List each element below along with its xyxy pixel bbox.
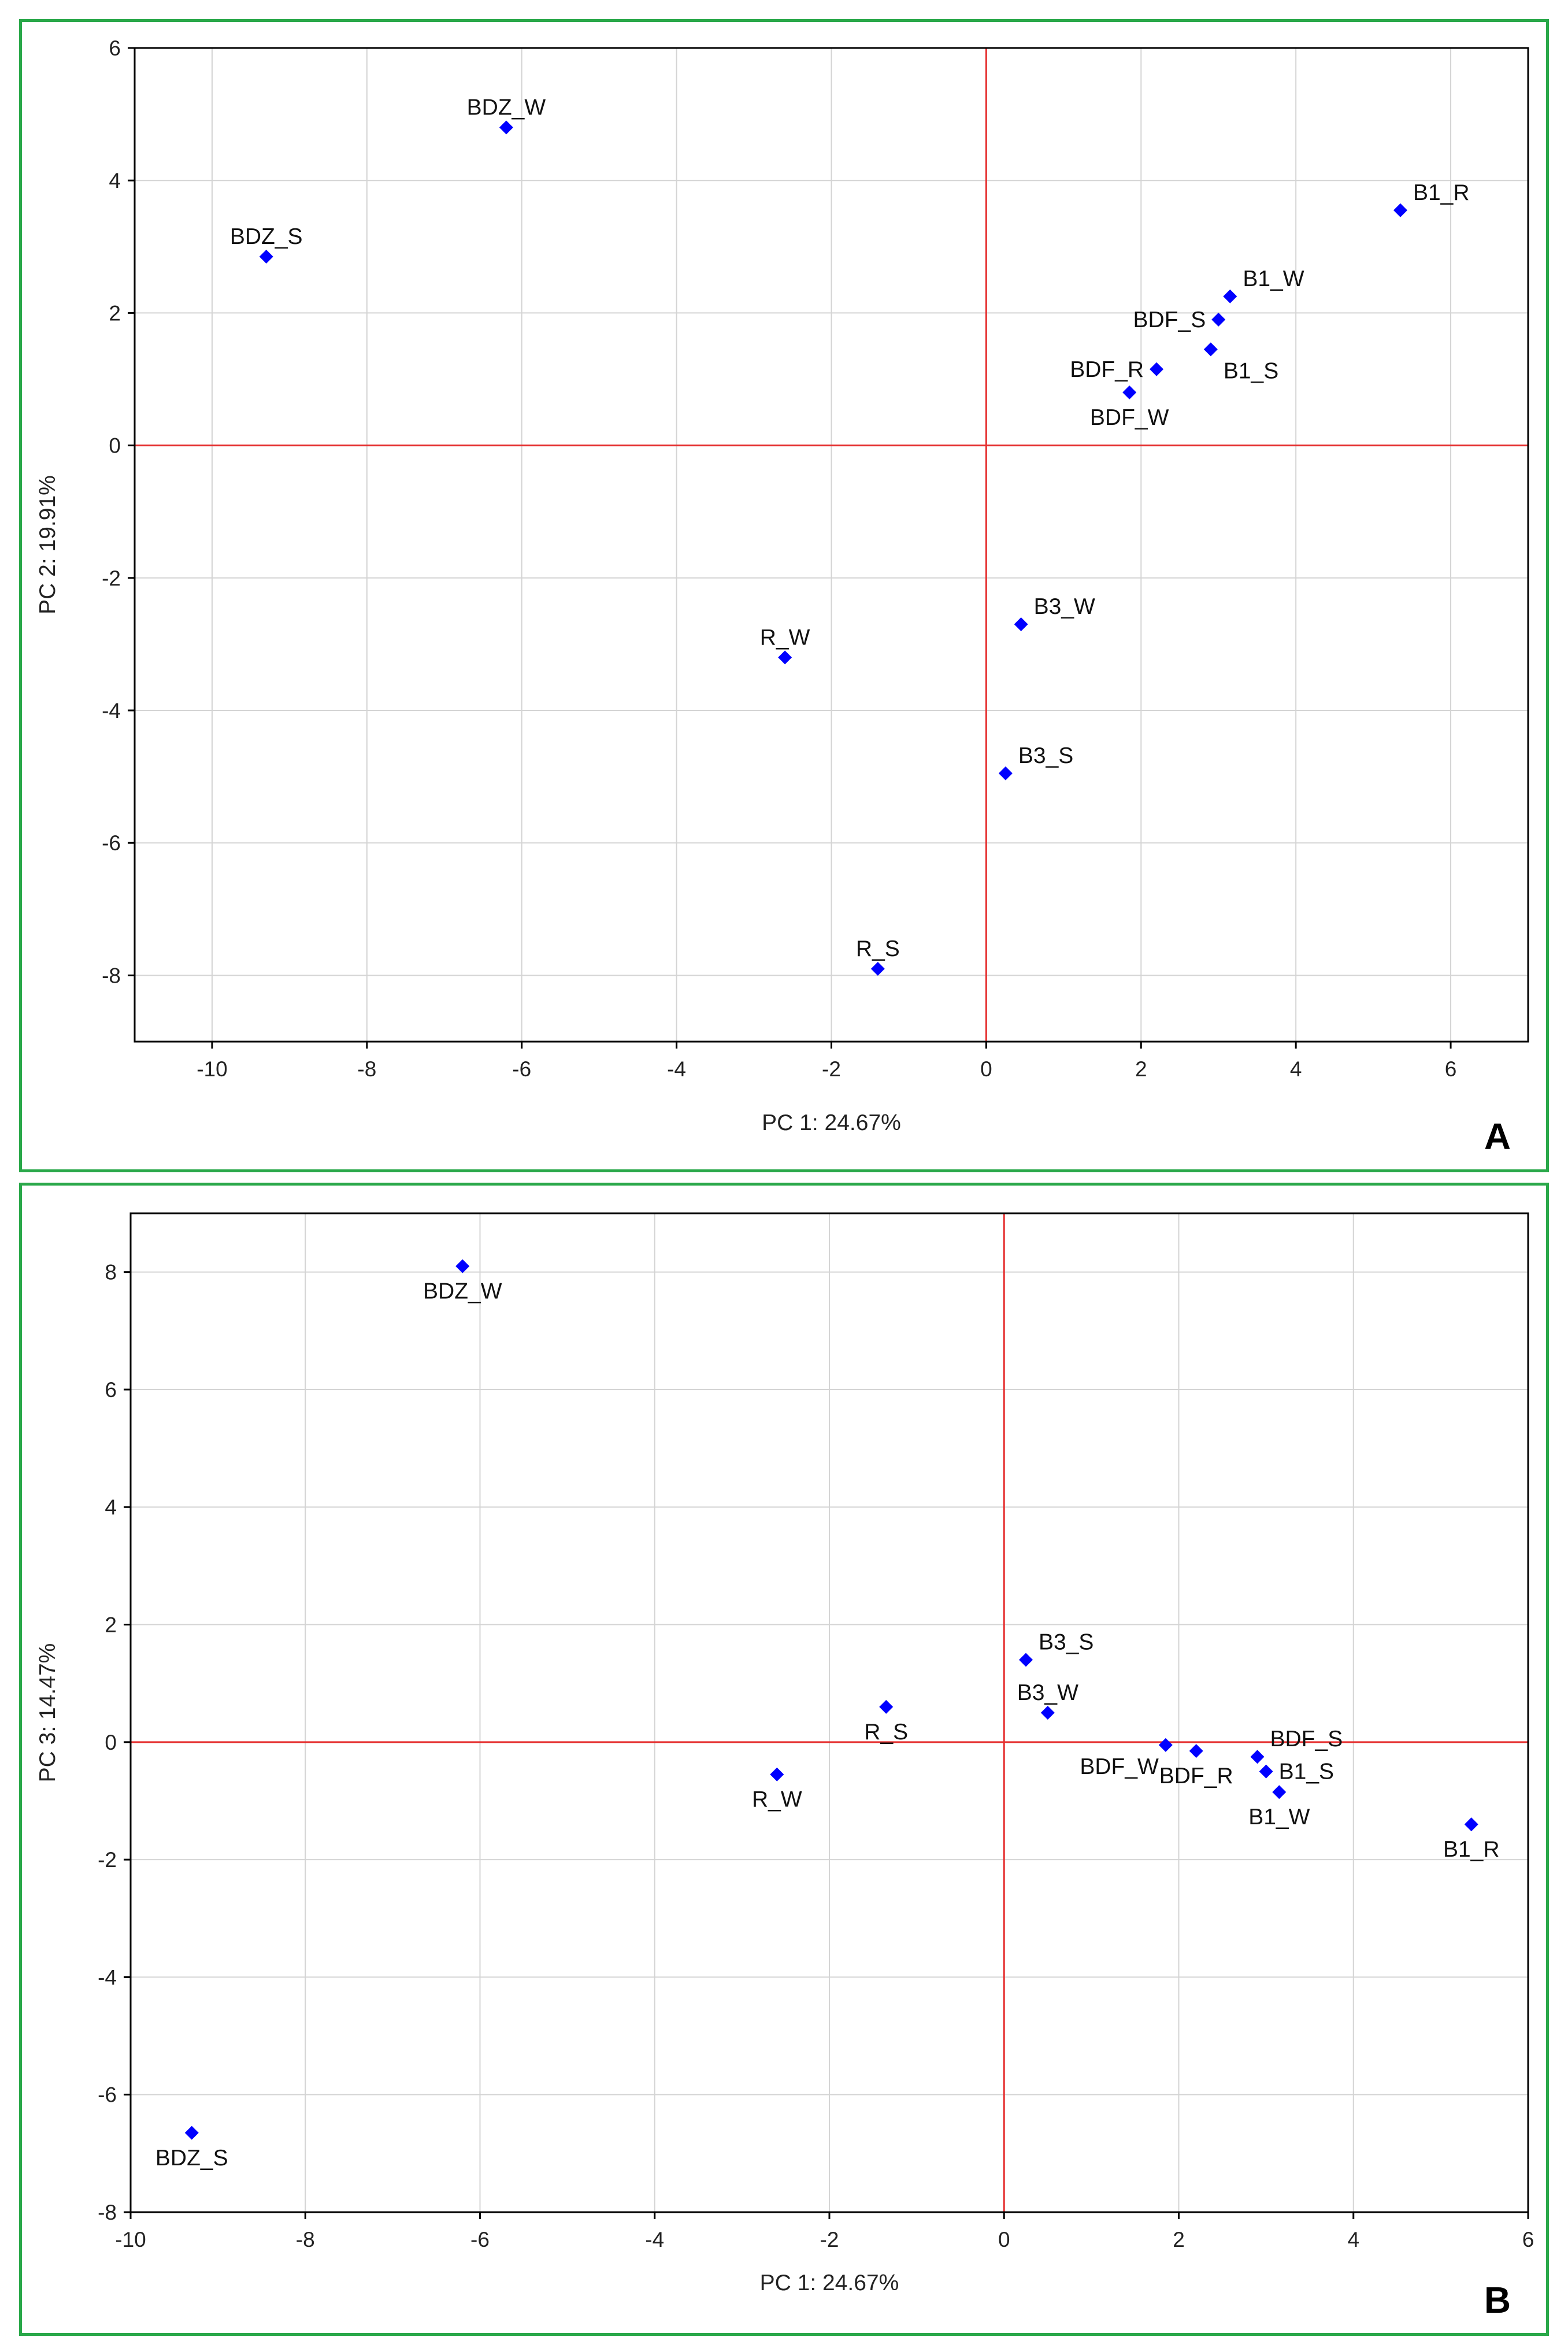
data-point-bdf-r: [1150, 362, 1164, 376]
x-tick-label: -6: [512, 1057, 531, 1081]
data-point-bdf-s: [1211, 312, 1226, 327]
point-label: R_W: [752, 1787, 802, 1812]
x-tick-label: -2: [820, 2228, 839, 2251]
point-label: R_S: [864, 1720, 908, 1745]
x-tick-label: -8: [296, 2228, 315, 2251]
data-point-r-w: [770, 1767, 784, 1782]
x-tick-label: -8: [357, 1057, 376, 1081]
x-tick-label: -10: [115, 2228, 146, 2251]
y-tick-label: -8: [98, 2201, 117, 2224]
point-label: BDF_W: [1080, 1754, 1159, 1779]
data-point-r-s: [870, 961, 885, 976]
data-point-bdz-w: [455, 1259, 470, 1273]
point-label: B1_W: [1243, 266, 1304, 291]
data-point-bdf-w: [1122, 385, 1137, 399]
data-point-bdz-s: [184, 2125, 199, 2140]
point-label: BDF_S: [1270, 1727, 1343, 1751]
data-point-b3-s: [998, 766, 1013, 780]
point-label: B3_S: [1018, 743, 1073, 768]
y-tick-label: 4: [109, 169, 121, 192]
point-label: R_S: [856, 936, 900, 961]
point-label: B1_S: [1279, 1760, 1334, 1784]
x-tick-label: 6: [1445, 1057, 1457, 1081]
panel-letter: A: [1484, 1116, 1511, 1157]
pca-scatter-b: -10 -8 -6 -4 -2 0 2 4 6 -8 -6 -4 -2 0 2 4 6 8 PC 1: 24.67%…: [35, 1212, 1534, 2321]
x-tick-label: -6: [470, 2228, 490, 2251]
y-tick-label: -8: [102, 964, 121, 987]
data-point-r-w: [778, 650, 792, 665]
x-axis-label: PC 1: 24.67%: [762, 1110, 901, 1135]
x-tick-label: 2: [1135, 1057, 1147, 1081]
point-label: B1_R: [1413, 180, 1470, 205]
y-tick-label: -4: [98, 1965, 117, 1989]
point-label: BDZ_S: [155, 2146, 228, 2171]
y-axis-label: PC 3: 14.47%: [35, 1643, 60, 1783]
x-tick-label: 0: [980, 1057, 992, 1081]
point-label: BDZ_S: [230, 224, 303, 249]
data-point-b3-s: [1019, 1653, 1033, 1667]
x-tick-label: -4: [645, 2228, 664, 2251]
point-label: B1_R: [1443, 1837, 1500, 1862]
data-point-b1-s: [1259, 1764, 1273, 1779]
y-tick-label: -6: [98, 2083, 117, 2107]
point-label: BDF_W: [1090, 405, 1169, 430]
point-label: BDZ_W: [423, 1279, 502, 1303]
point-label: B1_S: [1224, 358, 1278, 383]
data-point-b3-w: [1014, 617, 1028, 632]
y-tick-label: 6: [105, 1378, 117, 1402]
data-point-bdf-s: [1250, 1750, 1265, 1764]
data-point-bdz-w: [499, 120, 513, 135]
point-label: R_W: [760, 625, 810, 650]
data-point-b1-s: [1203, 342, 1218, 357]
y-tick-label: 4: [105, 1495, 117, 1519]
panel-b: -10 -8 -6 -4 -2 0 2 4 6 -8 -6 -4 -2 0 2 4 6 8 PC 1: 24.67%…: [19, 1183, 1549, 2336]
y-tick-label: 6: [109, 36, 121, 60]
point-label: B3_W: [1034, 594, 1095, 619]
x-tick-label: 0: [998, 2228, 1010, 2251]
x-tick-label: 4: [1290, 1057, 1302, 1081]
x-tick-label: -10: [197, 1057, 227, 1081]
data-point-bdf-w: [1158, 1738, 1173, 1752]
y-tick-label: 0: [109, 434, 121, 458]
data-point-b1-w: [1223, 289, 1237, 303]
pca-scatter-a: -10 -8 -6 -4 -2 0 2 4 6 -8 -6 -4 -2 0 2 4 6 PC 1: 24.67% P…: [35, 36, 1529, 1157]
point-label: B3_S: [1039, 1630, 1093, 1655]
point-label: BDF_R: [1070, 357, 1144, 382]
point-label: BDF_R: [1159, 1764, 1233, 1788]
panel-letter: B: [1484, 2279, 1511, 2321]
data-point-b1-r: [1393, 203, 1407, 217]
x-tick-label: 6: [1522, 2228, 1534, 2251]
y-axis-label: PC 2: 19.91%: [35, 475, 60, 614]
data-point-b1-r: [1464, 1817, 1478, 1832]
y-tick-label: 2: [105, 1613, 117, 1637]
data-point-b1-w: [1272, 1785, 1287, 1799]
y-tick-label: -6: [102, 831, 121, 855]
data-point-bdz-s: [259, 249, 273, 264]
x-tick-label: -2: [822, 1057, 841, 1081]
data-point-bdf-r: [1189, 1744, 1203, 1758]
data-point-r-s: [879, 1699, 894, 1714]
point-label: B1_W: [1248, 1805, 1310, 1829]
point-label: B3_W: [1017, 1680, 1078, 1705]
x-tick-label: 4: [1347, 2228, 1359, 2251]
y-tick-label: 8: [105, 1261, 117, 1284]
x-tick-label: -4: [667, 1057, 686, 1081]
data-point-b3-w: [1040, 1706, 1055, 1720]
point-label: BDF_S: [1133, 308, 1206, 332]
x-axis-label: PC 1: 24.67%: [760, 2271, 899, 2295]
panel-a: -10 -8 -6 -4 -2 0 2 4 6 -8 -6 -4 -2 0 2 4 6 PC 1: 24.67% P…: [19, 19, 1549, 1172]
point-label: BDZ_W: [467, 95, 546, 120]
y-tick-label: -4: [102, 699, 121, 723]
y-tick-label: -2: [98, 1848, 117, 1872]
y-tick-label: 2: [109, 301, 121, 325]
y-tick-label: -2: [102, 566, 121, 590]
y-tick-label: 0: [105, 1731, 117, 1754]
x-tick-label: 2: [1173, 2228, 1185, 2251]
